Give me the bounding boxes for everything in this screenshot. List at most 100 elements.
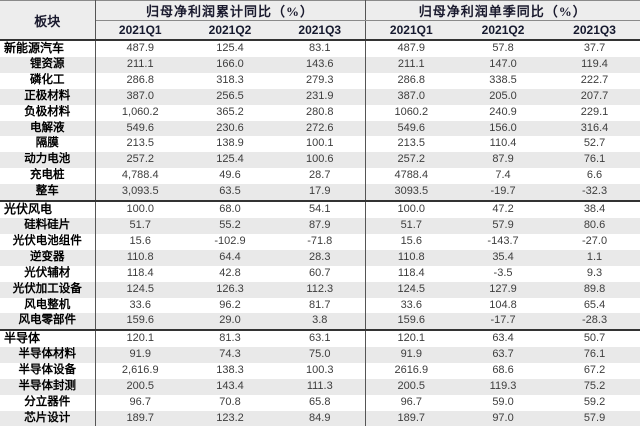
sector-cell: 分立器件 — [0, 394, 96, 411]
value-cell: 87.9 — [492, 153, 514, 166]
value-cell: 213.5 — [397, 137, 426, 150]
sector-cell: 半导体封测 — [0, 379, 96, 395]
sector-cell: 新能源汽车 — [0, 40, 96, 57]
value-cell: 51.7 — [400, 218, 422, 231]
value-cell: 138.9 — [216, 137, 244, 150]
value-cell: 42.8 — [219, 266, 241, 279]
value-cell: 47.2 — [492, 203, 514, 216]
value-cell: -71.8 — [275, 233, 366, 250]
single-quarter-q2-header: 2021Q2 — [457, 20, 550, 41]
value-cell: 35.4 — [492, 250, 514, 263]
table-row: 硅料硅片 51.7 55.2 87.9 51.7 57.9 80.6 — [0, 217, 640, 234]
table-row: 风电零部件 159.6 29.0 3.8 159.6 -17.7 -28.3 — [0, 313, 640, 331]
value-cell: 3,093.5 — [121, 185, 159, 198]
value-cell: 91.9 — [129, 348, 151, 361]
value-cell: 52.7 — [583, 137, 606, 150]
value-cell: 143.6 — [275, 56, 366, 73]
value-cell: 211.1 — [397, 57, 425, 70]
sector-cell: 整车 — [0, 184, 96, 202]
value-cell: 63.5 — [219, 185, 241, 198]
value-cell: 189.7 — [126, 411, 155, 424]
value-cell: 189.7 — [397, 411, 426, 424]
value-cell: 28.7 — [275, 168, 366, 185]
value-cell: 63.4 — [492, 332, 514, 345]
sector-cell: 隔膜 — [0, 136, 96, 153]
value-cell: 156.0 — [489, 121, 517, 134]
value-cell: 51.7 — [129, 218, 151, 231]
value-cell: 118.4 — [126, 266, 154, 279]
value-cell: 387.0 — [397, 89, 426, 102]
sector-cell: 锂资源 — [0, 56, 96, 73]
value-cell: 143.4 — [216, 380, 244, 393]
value-cell: 286.8 — [397, 73, 426, 86]
sector-cell: 光伏辅材 — [0, 265, 96, 282]
value-cell: 387.0 — [126, 89, 155, 102]
table-row: 逆变器 110.8 64.4 28.3 110.8 35.4 1.1 — [0, 249, 640, 266]
value-cell: 57.8 — [492, 42, 514, 54]
value-cell: 549.6 — [397, 121, 426, 134]
table-row: 光伏风电 100.0 68.0 54.1 100.0 47.2 38.4 — [0, 201, 640, 218]
value-cell: 28.3 — [275, 249, 366, 266]
table-row: 隔膜 213.5 138.9 100.1 213.5 110.4 52.7 — [0, 136, 640, 153]
value-cell: 229.1 — [580, 105, 609, 118]
value-cell: 100.0 — [126, 203, 155, 216]
table-row: 芯片设计 189.7 123.2 84.9 189.7 97.0 57.9 — [0, 410, 640, 426]
value-cell: 100.1 — [275, 136, 366, 153]
value-cell: 123.2 — [216, 411, 244, 424]
table-row: 半导体封测 200.5 143.4 111.3 200.5 119.3 75.2 — [0, 379, 640, 395]
single-quarter-q3-header: 2021Q3 — [549, 20, 640, 41]
value-cell: 84.9 — [275, 410, 366, 426]
sector-cell: 半导体设备 — [0, 363, 96, 380]
value-cell: 81.3 — [219, 332, 241, 345]
value-cell: 205.0 — [489, 89, 517, 102]
value-cell: 256.5 — [216, 89, 244, 102]
value-cell: 272.6 — [275, 120, 366, 137]
value-cell: 159.6 — [126, 314, 155, 327]
value-cell: 96.7 — [129, 395, 151, 408]
value-cell: 138.3 — [216, 364, 244, 377]
single-quarter-yoy-group-header: 归母净利润单季同比（%） — [365, 0, 640, 21]
sector-cell: 逆变器 — [0, 249, 96, 266]
value-cell: 17.9 — [275, 184, 366, 202]
table-row: 分立器件 96.7 70.8 65.8 96.7 59.0 59.2 — [0, 394, 640, 411]
value-cell: 147.0 — [489, 57, 517, 70]
value-cell: 59.0 — [492, 395, 514, 408]
value-cell: 3.8 — [275, 313, 366, 331]
value-cell: -32.3 — [581, 185, 608, 198]
table-row: 光伏辅材 118.4 42.8 60.7 118.4 -3.5 9.3 — [0, 265, 640, 282]
value-cell: 15.6 — [129, 234, 151, 247]
value-cell: 159.6 — [397, 314, 426, 327]
value-cell: 33.6 — [129, 298, 151, 311]
value-cell: 65.8 — [275, 394, 366, 411]
value-cell: 240.9 — [489, 105, 517, 118]
value-cell: 110.8 — [126, 250, 154, 263]
value-cell: 50.7 — [583, 332, 606, 345]
value-cell: 74.3 — [219, 348, 241, 361]
value-cell: 57.9 — [492, 218, 514, 231]
value-cell: 487.9 — [397, 42, 426, 54]
value-cell: 200.5 — [397, 380, 426, 393]
value-cell: 222.7 — [580, 73, 609, 86]
value-cell: 1.1 — [586, 250, 603, 263]
value-cell: 7.4 — [495, 169, 511, 182]
table-row: 半导体材料 91.9 74.3 75.0 91.9 63.7 76.1 — [0, 347, 640, 364]
value-cell: 119.3 — [489, 380, 517, 393]
value-cell: 4,788.4 — [121, 169, 159, 182]
value-cell: 104.8 — [489, 298, 517, 311]
value-cell: 118.4 — [397, 266, 425, 279]
value-cell: 213.5 — [126, 137, 155, 150]
value-cell: 81.7 — [275, 297, 366, 314]
value-cell: 487.9 — [126, 42, 155, 54]
value-cell: 257.2 — [397, 153, 426, 166]
value-cell: 57.9 — [583, 411, 606, 424]
value-cell: 75.0 — [275, 347, 366, 364]
value-cell: 127.9 — [489, 282, 517, 295]
value-cell: 54.1 — [275, 201, 366, 218]
table-row: 半导体设备 2,616.9 138.3 100.3 2616.9 68.6 67… — [0, 363, 640, 380]
cumulative-yoy-group-header: 归母净利润累计同比（%） — [95, 0, 366, 21]
sector-cell: 光伏电池组件 — [0, 233, 96, 250]
value-cell: 59.2 — [583, 395, 606, 408]
table-row: 整车 3,093.5 63.5 17.9 3093.5 -19.7 -32.3 — [0, 184, 640, 202]
value-cell: 29.0 — [219, 314, 241, 327]
